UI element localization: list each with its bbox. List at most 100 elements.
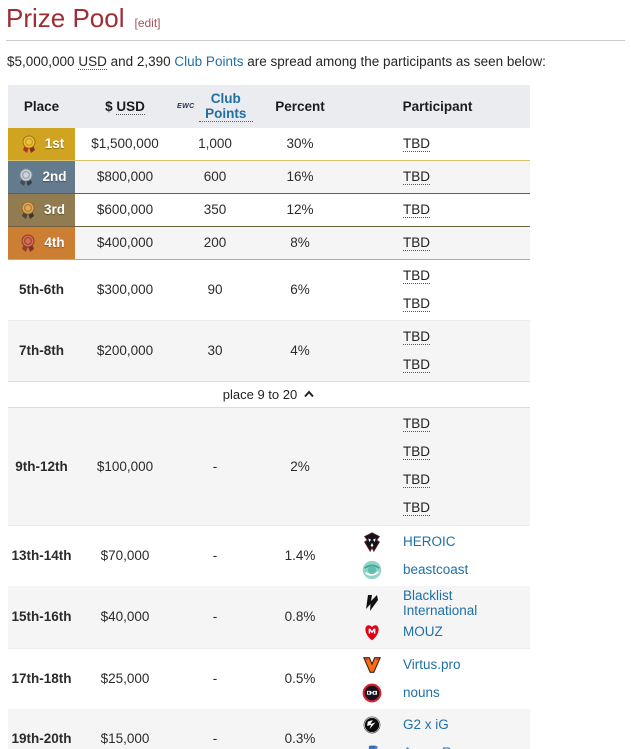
place-label: 2nd	[42, 169, 67, 185]
participant-tbd: TBD	[403, 234, 430, 251]
participant-tbd: TBD	[403, 201, 430, 218]
participant-tbd: TBD	[403, 472, 430, 489]
participant-cell: TBD TBD	[345, 320, 530, 381]
toggle-label: place 9 to 20	[222, 386, 298, 402]
place-cell-4th: 4th	[8, 226, 75, 260]
participant-cell: G2 x iG Azure Ray	[345, 708, 530, 749]
participant-cell: TBD	[345, 128, 530, 161]
percent-cell: 0.8%	[284, 609, 316, 625]
points-cell: 350	[203, 202, 227, 218]
place-label: 4th	[44, 235, 65, 251]
points-cell: -	[212, 609, 218, 625]
team-link[interactable]: MOUZ	[403, 624, 443, 640]
team-link[interactable]: Blacklist International	[403, 587, 478, 618]
usd-cell: $600,000	[96, 202, 154, 218]
usd-cell: $15,000	[75, 708, 175, 749]
participant-cell: TBD	[345, 226, 530, 259]
heroic-icon[interactable]	[360, 531, 384, 553]
percent-cell: 1.4%	[284, 548, 316, 564]
copper-medal-icon	[21, 234, 35, 252]
toggle-places-cell[interactable]: place 9 to 20	[8, 380, 530, 408]
col-header-percent: Percent	[255, 84, 345, 128]
participant-tbd: TBD	[403, 295, 430, 312]
intro-mid: and 2,390	[106, 53, 175, 69]
prize-row-17th-18th: 17th-18th $25,000 - 0.5% Virtus.pro	[8, 648, 530, 709]
percent-cell: 30%	[286, 136, 314, 152]
bronze-medal-icon	[21, 201, 35, 219]
col-header-participant: Participant	[345, 84, 530, 128]
place-cell: 17th-18th	[11, 671, 72, 687]
usd-cell: $800,000	[96, 169, 154, 185]
virtus-pro-icon[interactable]	[360, 655, 384, 675]
participant-tbd: TBD	[403, 135, 430, 152]
place-cell: 7th-8th	[19, 343, 64, 359]
participant-cell: TBD	[345, 193, 530, 226]
edit-section-link[interactable]: [edit]	[134, 16, 161, 30]
place-cell-1st: 1st	[8, 127, 75, 161]
place-label: 3rd	[43, 202, 65, 218]
team-entry: beastcoast	[345, 556, 530, 584]
place-label: 1st	[44, 136, 65, 152]
place-cell: 5th-6th	[19, 282, 64, 298]
ewc-logo-icon: EWC	[177, 102, 195, 110]
team-entry: Blacklist International	[345, 588, 530, 618]
place-cell-3rd: 3rd	[8, 193, 75, 227]
usd-cell: $70,000	[100, 548, 150, 564]
team-link[interactable]: G2 x iG	[403, 717, 449, 733]
place-cell: 19th-20th	[8, 708, 75, 749]
team-link[interactable]: HEROIC	[403, 534, 456, 550]
participant-cell: HEROIC beastcoast	[345, 525, 530, 586]
team-link[interactable]: Virtus.pro	[403, 657, 461, 673]
col-header-usd: $ USD	[75, 84, 175, 128]
blacklist-international-icon[interactable]	[360, 593, 384, 613]
usd-cell: $1,500,000	[91, 136, 159, 152]
intro-suffix: are spread among the participants as see…	[243, 53, 546, 69]
intro-text: $5,000,000 USD and 2,390 Club Points are…	[7, 53, 631, 70]
usd-cell: $200,000	[96, 343, 154, 359]
prize-row-2nd: 2nd $800,000 600 16% TBD	[8, 160, 530, 194]
participant-cell: TBD TBD	[345, 259, 530, 320]
prize-row-13th-14th: 13th-14th $70,000 - 1.4% HEROIC	[8, 525, 530, 586]
points-cell: -	[175, 708, 255, 749]
participant-cell: Blacklist International MOUZ	[345, 586, 530, 649]
prize-row-15th-16th: 15th-16th $40,000 - 0.8% Blacklist Inter…	[8, 585, 530, 649]
prize-row-19th-20th: 19th-20th $15,000 - 0.3% G2 x iG	[8, 708, 530, 749]
points-cell: -	[212, 671, 218, 687]
place-cell: 9th-12th	[15, 458, 68, 474]
points-cell: 200	[203, 235, 227, 251]
points-cell: 90	[207, 282, 223, 298]
team-entry: HEROIC	[345, 528, 530, 556]
mouz-icon[interactable]	[360, 622, 384, 642]
participant-tbd: TBD	[403, 267, 430, 284]
azure-ray-icon[interactable]	[360, 743, 384, 749]
club-points-header-link[interactable]: Club Points	[198, 91, 253, 122]
silver-medal-icon	[19, 168, 33, 186]
chevron-up-icon	[304, 390, 314, 398]
prize-row-3rd: 3rd $600,000 350 12% TBD	[8, 193, 530, 227]
usd-cell: $40,000	[100, 609, 150, 625]
team-entry: MOUZ	[345, 618, 530, 646]
team-link[interactable]: nouns	[403, 685, 440, 701]
prize-row-9th-12th: 9th-12th $100,000 - 2% TBD TBD TBD TBD	[8, 407, 530, 526]
nouns-icon[interactable]	[360, 683, 384, 703]
club-points-link[interactable]: Club Points	[174, 53, 244, 69]
points-cell: 30	[207, 343, 223, 359]
toggle-places-button[interactable]: place 9 to 20	[8, 387, 530, 402]
team-link[interactable]: Azure Ray	[403, 745, 466, 749]
toggle-places-row: place 9 to 20	[8, 380, 530, 408]
table-header-row: Place $ USD EWC Club Points Percent Parti…	[8, 84, 530, 128]
col-header-place: Place	[8, 84, 75, 128]
points-cell: 600	[203, 169, 227, 185]
participant-tbd: TBD	[403, 168, 430, 185]
percent-cell: 12%	[286, 202, 314, 218]
percent-cell: 8%	[290, 235, 310, 251]
prize-row-5th-6th: 5th-6th $300,000 90 6% TBD TBD	[8, 259, 530, 320]
gold-medal-icon	[22, 135, 36, 153]
prize-row-4th: 4th $400,000 200 8% TBD	[8, 226, 530, 260]
beastcoast-icon[interactable]	[360, 559, 384, 581]
participant-tbd: TBD	[403, 500, 430, 517]
percent-cell: 4%	[290, 343, 310, 359]
usd-cell: $400,000	[96, 235, 154, 251]
g2-x-ig-icon[interactable]	[360, 715, 384, 735]
team-link[interactable]: beastcoast	[403, 562, 469, 578]
